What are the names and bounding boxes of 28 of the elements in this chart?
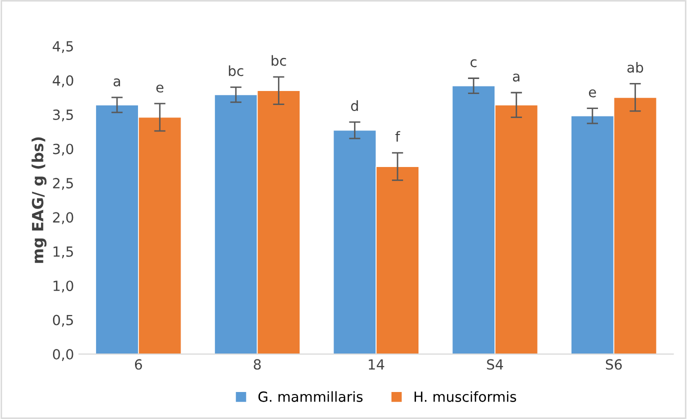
x-tick-label: S4 (487, 359, 504, 370)
y-tick-label: 0,5 (52, 314, 73, 327)
x-tick-label: S6 (606, 359, 622, 370)
annotation: c (470, 59, 477, 68)
annotation: ab (627, 62, 644, 73)
y-tick-label: 1,0 (54, 280, 74, 293)
x-tick-label: 14 (368, 359, 384, 370)
y-tick-label: 2,5 (53, 178, 73, 190)
annotation: bc (228, 65, 244, 76)
y-tick-label: 4,0 (52, 75, 74, 88)
annotation: bc (272, 55, 286, 66)
annotation: a (512, 74, 520, 82)
y-tick-label: 2,0 (53, 212, 74, 224)
y-tick-label: 0,0 (52, 349, 74, 361)
annotation: d (351, 100, 358, 112)
y-tick-label: 3,5 (53, 109, 73, 122)
y-tick-label: 1,5 (54, 246, 73, 258)
legend-label: G. mammillaris (258, 391, 363, 402)
annotation: e (156, 84, 164, 93)
y-tick-label: 3,0 (53, 144, 74, 156)
y-tick-label: 4,5 (52, 41, 73, 53)
annotation: f (395, 131, 400, 142)
legend-label: H. musciformis (414, 391, 516, 402)
annotation: e (588, 89, 596, 98)
y-axis-title: mg EAG/ g (bs) (32, 137, 46, 263)
x-tick-label: 8 (254, 359, 261, 370)
x-tick-label: 6 (134, 359, 142, 370)
annotation: a (114, 78, 120, 86)
